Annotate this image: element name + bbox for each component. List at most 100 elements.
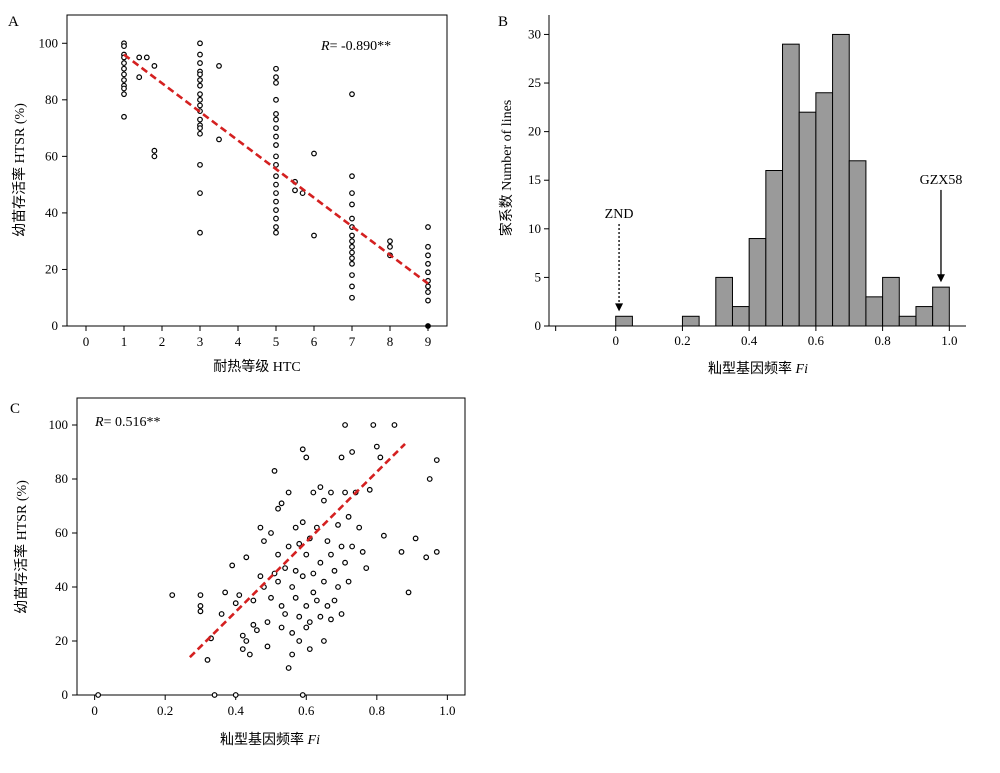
- panel-a-point: [425, 323, 431, 329]
- panel-a-point: [273, 229, 279, 236]
- panel-c-y-tick-label: 20: [55, 633, 68, 648]
- panel-c-point: [268, 594, 274, 601]
- panel-c-points: [95, 422, 440, 698]
- panel-a-point: [143, 54, 150, 61]
- panel-a-point: [273, 74, 279, 81]
- panel-b-bar: [782, 43, 800, 327]
- panel-a-point: [425, 243, 431, 250]
- panel-a-point: [216, 62, 222, 69]
- panel-c-point: [299, 446, 306, 453]
- panel-c-point: [303, 624, 310, 631]
- panel-b-bar: [815, 92, 834, 327]
- panel-c-point: [324, 538, 331, 544]
- panel-a-y-axis-label: 幼苗存活率 HTSR (%): [11, 103, 28, 237]
- panel-b-annotation-label: ZND: [605, 207, 634, 222]
- panel-b-bar: [731, 306, 750, 327]
- panel-c-point: [380, 532, 387, 539]
- panel-c-point: [296, 540, 303, 547]
- panel-a-point: [151, 62, 158, 69]
- panel-a-point: [349, 201, 355, 208]
- panel-c-point: [306, 646, 313, 652]
- panel-a-point: [273, 96, 279, 103]
- panel-c-point: [95, 692, 102, 698]
- panel-c-point: [310, 489, 317, 496]
- panel-c-point: [275, 551, 281, 558]
- panel-c-point: [321, 578, 327, 585]
- panel-c-point: [204, 657, 211, 663]
- panel-a-frame: [66, 14, 448, 327]
- panel-c-r-annotation: R= 0.516**: [94, 415, 160, 430]
- panel-a-regression-line: [123, 53, 429, 285]
- panel-b-x-ticks: 0 0.2 0.4 0.6 0.8 1.0: [555, 326, 957, 348]
- panel-c-point: [317, 613, 324, 620]
- panel-c-point: [342, 559, 348, 566]
- panel-a-point: [425, 252, 431, 259]
- panel-a-point: [349, 232, 355, 239]
- panel-a-point: [197, 161, 203, 168]
- panel-b-x-label-italic: Fi: [795, 362, 809, 377]
- panel-a-point: [387, 238, 393, 245]
- panel-b-bar: [898, 315, 917, 327]
- panel-c-point: [328, 616, 334, 623]
- panel-c-point: [229, 562, 236, 569]
- panel-c-point: [335, 584, 341, 590]
- panel-a-point: [273, 207, 279, 213]
- panel-c-point: [345, 513, 352, 520]
- panel-b-annotation-arrow-head: [615, 303, 624, 312]
- panel-a-point: [151, 153, 158, 160]
- panel-c-point: [317, 559, 324, 566]
- panel-b-annotation-arrow-head: [936, 274, 945, 283]
- panel-c-point: [328, 551, 334, 558]
- panel-c-point: [321, 638, 327, 644]
- panel-c-point: [271, 570, 278, 577]
- panel-a-y-tick-label: 80: [45, 92, 58, 107]
- panel-c-point: [433, 457, 440, 464]
- panel-c-point: [264, 643, 271, 650]
- panel-c-point: [282, 611, 289, 617]
- panel-a-point: [197, 82, 203, 89]
- panel-a-x-tick-label: 2: [159, 334, 166, 349]
- panel-b-y-tick-label: 25: [528, 75, 541, 90]
- panel-c-point: [257, 573, 264, 580]
- panel-b-x-tick-label: 1.0: [941, 333, 957, 348]
- panel-c-point: [218, 611, 225, 617]
- panel-a-point: [273, 153, 279, 160]
- panel-a-x-tick-label: 4: [235, 334, 242, 349]
- panel-a-point: [425, 297, 431, 304]
- panel-c-point: [342, 422, 348, 428]
- panel-a-point: [273, 133, 279, 140]
- panel-b-bars: [615, 33, 950, 327]
- panel-c-point: [296, 638, 303, 644]
- panel-a-point: [197, 102, 203, 109]
- panel-c-point: [278, 500, 285, 507]
- panel-c-point: [391, 422, 398, 428]
- panel-c-x-tick-label: 0.4: [228, 703, 245, 718]
- panel-c-point: [282, 565, 289, 571]
- panel-a-point: [197, 229, 203, 236]
- panel-a-x-tick-label: 6: [311, 334, 318, 349]
- panel-c-point: [331, 567, 338, 574]
- panel-c-point: [433, 549, 440, 555]
- panel-a-point: [425, 260, 431, 267]
- panel-c-point: [363, 565, 370, 571]
- panel-a-point: [387, 243, 393, 250]
- panel-a-point: [216, 136, 222, 143]
- panel-b-x-tick-label: 0: [612, 333, 619, 348]
- panel-a-point: [273, 79, 279, 86]
- panel-b-annotations: ZND GZX58: [605, 173, 962, 312]
- panel-c-point: [285, 543, 292, 550]
- panel-c-x-ticks: 0 0.2 0.4 0.6 0.8 1.0: [91, 695, 455, 718]
- panel-c-point: [289, 584, 296, 590]
- panel-c-point: [342, 489, 348, 496]
- panel-c-x-tick-label: 0: [91, 703, 98, 718]
- panel-c-point: [278, 624, 285, 631]
- panel-a-x-tick-label: 1: [121, 334, 128, 349]
- panel-b-y-ticks: 0 5 10 15 20 25 30: [528, 26, 549, 333]
- panel-a-r-symbol: R: [320, 39, 330, 54]
- panel-b-x-tick-label: 0.8: [874, 333, 890, 348]
- panel-a-point: [349, 91, 355, 98]
- panel-a-y-tick-label: 0: [52, 318, 59, 333]
- panel-a-point: [425, 283, 431, 290]
- panel-a-label: A: [8, 14, 19, 30]
